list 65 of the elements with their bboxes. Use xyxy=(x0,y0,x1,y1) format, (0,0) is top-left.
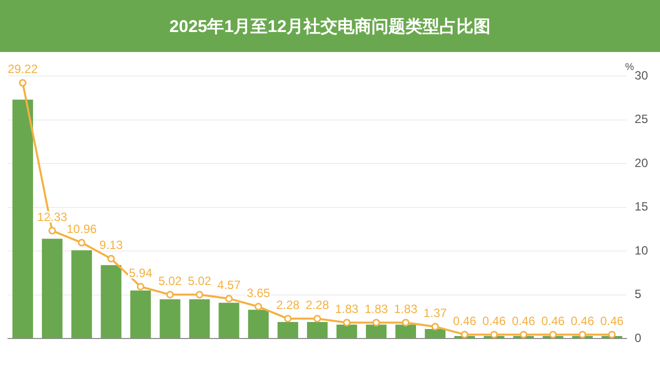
data-label: 1.83 xyxy=(394,302,418,316)
data-label: 0.46 xyxy=(600,314,624,328)
point xyxy=(402,318,410,326)
point xyxy=(78,238,86,246)
bar xyxy=(71,250,92,338)
data-label: 2.28 xyxy=(276,298,300,312)
point xyxy=(254,302,262,310)
y-tick-label: 5 xyxy=(634,287,642,302)
point xyxy=(343,318,351,326)
data-label: 5.02 xyxy=(188,274,212,288)
data-label: 1.83 xyxy=(364,302,388,316)
bar xyxy=(42,238,62,338)
point xyxy=(107,254,115,262)
point xyxy=(608,330,616,338)
data-label: 5.94 xyxy=(128,266,153,280)
bar xyxy=(130,290,151,338)
data-label: 0.46 xyxy=(452,314,477,328)
point xyxy=(372,318,380,326)
data-label: 4.57 xyxy=(217,278,241,292)
y-tick-label: 20 xyxy=(634,156,648,170)
bar xyxy=(424,328,446,338)
bar xyxy=(12,100,34,338)
data-label: 9.13 xyxy=(99,238,124,252)
bar xyxy=(160,299,180,338)
data-label: 5.02 xyxy=(158,274,182,288)
bar xyxy=(278,322,298,338)
point xyxy=(578,330,586,338)
bar xyxy=(336,324,358,338)
y-tick-label: 10 xyxy=(634,243,648,258)
bar xyxy=(248,310,269,338)
point xyxy=(284,314,292,322)
data-label: 10.96 xyxy=(66,222,97,236)
y-tick-label: 0 xyxy=(634,330,642,345)
chart-title: 2025年1月至12月社交电商问题类型占比图 xyxy=(0,0,660,52)
point xyxy=(136,282,144,290)
bar xyxy=(189,299,210,338)
bar xyxy=(395,324,416,338)
point xyxy=(490,330,498,338)
bar xyxy=(100,265,122,338)
data-label: 3.65 xyxy=(246,286,270,300)
point xyxy=(225,294,233,302)
point xyxy=(314,314,322,322)
point xyxy=(431,322,439,330)
y-tick-label: 15 xyxy=(634,200,648,214)
bar xyxy=(218,302,240,338)
data-label: 0.46 xyxy=(570,314,594,328)
y-tick-label: 30 xyxy=(634,68,648,82)
point xyxy=(549,330,557,338)
bar xyxy=(307,322,328,338)
point xyxy=(196,290,204,298)
point xyxy=(460,330,468,338)
data-label: 0.46 xyxy=(541,314,566,328)
bar xyxy=(366,324,387,338)
point xyxy=(18,79,26,87)
data-label: 0.46 xyxy=(482,314,506,328)
point xyxy=(520,330,528,338)
data-label: 29.22 xyxy=(8,62,38,76)
y-tick-label: 25 xyxy=(634,112,648,126)
data-label: 1.83 xyxy=(335,302,359,316)
data-label: 0.46 xyxy=(512,314,536,328)
data-label: 2.28 xyxy=(306,298,330,312)
point xyxy=(166,290,174,298)
data-label: 1.37 xyxy=(423,306,448,320)
point xyxy=(48,226,56,234)
y-axis-title: % xyxy=(625,62,634,73)
